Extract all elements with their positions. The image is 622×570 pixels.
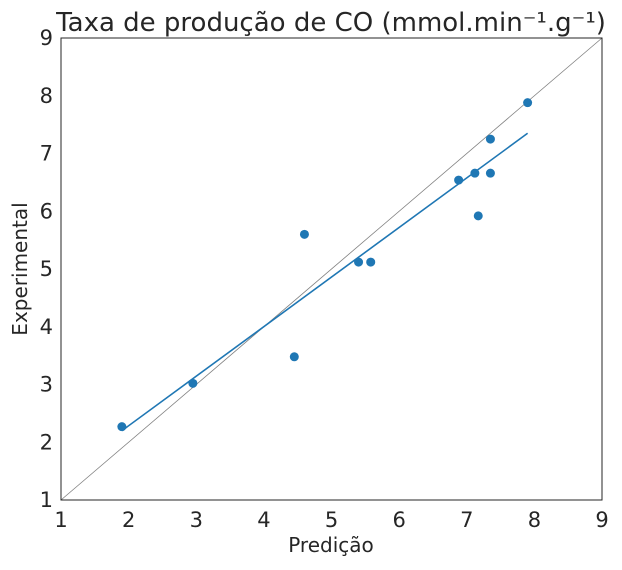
y-tick-label-6: 6 [40, 199, 53, 223]
y-axis-label: Experimental [8, 202, 32, 335]
data-point-9 [473, 211, 483, 221]
plot-layer [60, 37, 603, 501]
data-point-8 [470, 168, 480, 178]
y-tick-label-9: 9 [40, 26, 53, 50]
x-tick-label-7: 7 [460, 508, 473, 532]
y-tick-label-4: 4 [40, 315, 53, 339]
y-tick-label-7: 7 [40, 142, 53, 166]
x-tick-label-8: 8 [528, 508, 541, 532]
data-point-4 [299, 229, 309, 239]
plot-frame [60, 37, 603, 501]
data-point-5 [354, 257, 364, 267]
data-point-11 [485, 168, 495, 178]
x-tick-label-6: 6 [392, 508, 405, 532]
ticks-layer: 1 2 3 4 5 6 7 8 9 1 2 3 4 5 6 7 8 9 [40, 26, 609, 532]
y-tick-label-5: 5 [40, 257, 53, 281]
x-tick-label-5: 5 [325, 508, 338, 532]
y-tick-label-3: 3 [40, 373, 53, 397]
x-axis-label: Predição [288, 533, 374, 557]
data-point-12 [523, 98, 533, 108]
data-point-1 [117, 422, 127, 432]
data-point-6 [366, 257, 376, 267]
data-point-7 [454, 175, 464, 185]
y-tick-label-1: 1 [40, 488, 53, 512]
y-tick-label-2: 2 [40, 430, 53, 454]
x-tick-label-1: 1 [54, 508, 67, 532]
data-point-2 [188, 378, 198, 388]
x-tick-label-4: 4 [257, 508, 270, 532]
x-tick-label-2: 2 [122, 508, 135, 532]
x-tick-label-3: 3 [190, 508, 203, 532]
fit-line [121, 132, 529, 432]
x-tick-label-9: 9 [595, 508, 608, 532]
chart-title: Taxa de produção de CO (mmol.min⁻¹.g⁻¹) [55, 8, 606, 38]
data-point-3 [289, 352, 299, 362]
y-tick-label-8: 8 [40, 84, 53, 108]
identity-line [60, 37, 603, 501]
data-point-10 [485, 134, 495, 144]
